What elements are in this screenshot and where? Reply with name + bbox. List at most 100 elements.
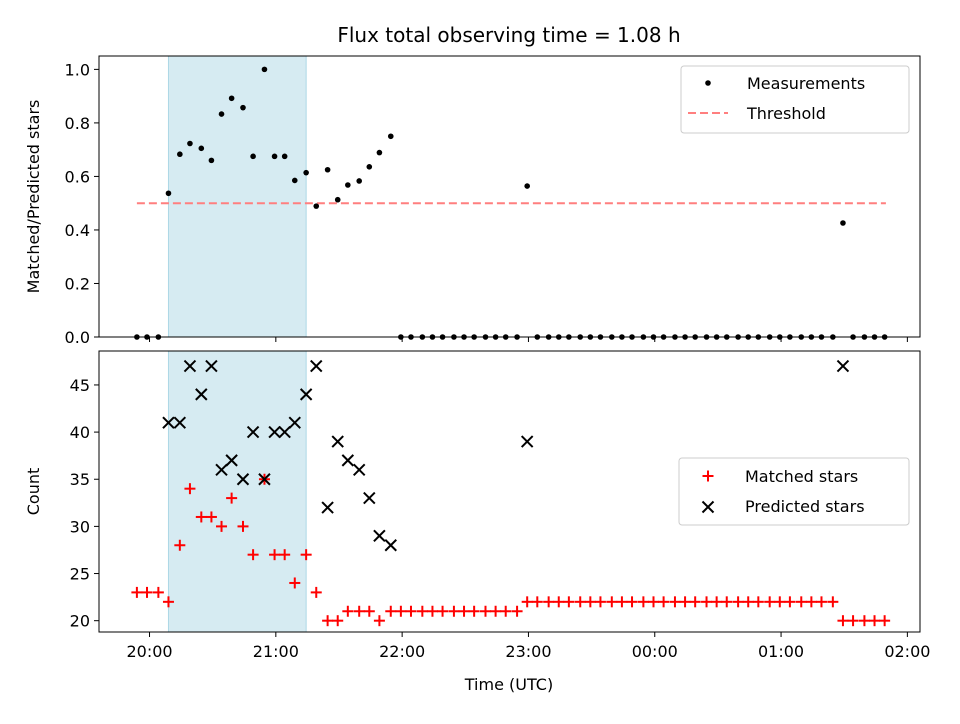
- matched-star-point: [247, 549, 259, 561]
- matched-star-point: [764, 596, 776, 608]
- matched-star-point: [184, 483, 196, 495]
- matched-star-point: [574, 596, 586, 608]
- matched-star-point: [626, 596, 638, 608]
- matched-star-point: [162, 596, 174, 608]
- y-tick-label: 0.6: [65, 167, 90, 186]
- matched-star-point: [405, 605, 417, 617]
- matched-star-point: [795, 596, 807, 608]
- y-tick-label: 30: [70, 517, 90, 536]
- x-tick-label: 23:00: [505, 642, 551, 661]
- matched-star-point: [543, 596, 555, 608]
- legend-top: Measurements Threshold: [680, 65, 910, 134]
- legend-frame: [678, 457, 910, 526]
- predicted-star-point: [278, 425, 291, 439]
- measurement-point: [366, 163, 373, 170]
- matched-star-point: [815, 596, 827, 608]
- matched-star-point: [784, 596, 796, 608]
- measurement-point: [291, 177, 298, 184]
- y-tick-label: 40: [70, 423, 90, 442]
- matched-star-point: [458, 605, 470, 617]
- measurement-point: [345, 182, 351, 188]
- predicted-star-point: [173, 416, 187, 429]
- matched-star-point: [226, 492, 238, 504]
- legend-bottom: Matched stars Predicted stars: [678, 457, 910, 526]
- legend-frame: [680, 65, 910, 134]
- predicted-star-point: [520, 435, 534, 448]
- predicted-star-point: [288, 416, 301, 429]
- matched-star-point: [395, 605, 407, 617]
- matched-star-point: [637, 596, 649, 608]
- measurement-point: [198, 145, 205, 152]
- matched-star-point: [300, 549, 312, 561]
- matched-star-point: [584, 596, 596, 608]
- matched-star-point: [827, 596, 839, 608]
- matched-star-point: [847, 615, 859, 627]
- legend-label-matched: Matched stars: [745, 467, 858, 486]
- y-tick-label: 45: [70, 376, 90, 395]
- legend-marker-predicted: [701, 500, 715, 514]
- predicted-star-point: [384, 539, 397, 552]
- predicted-star-point: [321, 501, 334, 514]
- matched-star-point: [521, 596, 533, 608]
- matched-star-point: [131, 586, 143, 598]
- matched-star-point: [310, 586, 322, 598]
- matched-star-point: [837, 615, 849, 627]
- matched-star-point: [195, 511, 207, 523]
- matched-star-point: [701, 596, 713, 608]
- predicted-star-point: [331, 435, 344, 448]
- y-tick-label: 0.8: [65, 114, 90, 133]
- matched-star-point: [152, 586, 164, 598]
- predicted-star-point: [363, 491, 376, 505]
- matched-star-point: [594, 596, 606, 608]
- y-tick-label: 35: [70, 470, 90, 489]
- predicted-star-point: [310, 359, 323, 373]
- predicted-star-point: [373, 529, 386, 543]
- x-tick-label: 01:00: [758, 642, 804, 661]
- predicted-star-point: [225, 454, 238, 467]
- measurement-point: [313, 203, 320, 209]
- matched-star-point: [732, 596, 744, 608]
- matched-star-point: [500, 605, 512, 617]
- matched-star-point: [385, 605, 397, 617]
- measurement-point: [250, 153, 256, 160]
- matched-star-point: [869, 615, 881, 627]
- predicted-star-point: [205, 359, 218, 373]
- matched-star-point: [647, 596, 659, 608]
- measurement-point: [334, 196, 341, 203]
- predicted-star-point: [836, 359, 850, 373]
- bottom-panel: 20 25 30 35 40 45 20:00 21:00 22:00 23:00 00:00 01:…: [24, 350, 930, 661]
- measurement-point: [187, 140, 193, 147]
- measurement-point: [177, 151, 183, 158]
- y-tick-label: 0.4: [65, 221, 90, 240]
- predicted-star-point: [268, 425, 281, 439]
- x-tick-label: 21:00: [253, 642, 299, 661]
- matched-star-point: [174, 539, 186, 551]
- measurement-point: [261, 66, 268, 73]
- x-tick-label: 02:00: [884, 642, 930, 661]
- matched-star-point: [658, 596, 670, 608]
- matched-star-point: [468, 605, 480, 617]
- measurement-point: [281, 153, 288, 160]
- highlight-span: [167, 350, 307, 633]
- legend-label-predicted: Predicted stars: [745, 497, 865, 516]
- matched-star-point: [448, 605, 460, 617]
- matched-star-point: [332, 615, 344, 627]
- matched-star-point: [353, 605, 365, 617]
- y-axis-label: Count: [24, 468, 43, 516]
- y-tick-label: 20: [70, 612, 90, 631]
- matched-star-point: [689, 596, 701, 608]
- matched-star-point: [289, 577, 301, 589]
- measurement-point: [240, 104, 246, 111]
- chart-title: Flux total observing time = 1.08 h: [337, 23, 680, 47]
- matched-star-point: [774, 596, 786, 608]
- predicted-star-point: [299, 388, 313, 401]
- predicted-star-point: [258, 473, 271, 486]
- measurement-point: [271, 153, 278, 160]
- predicted-star-point: [195, 388, 208, 401]
- matched-star-point: [805, 596, 817, 608]
- matched-star-point: [742, 596, 754, 608]
- matched-star-point: [490, 605, 502, 617]
- matched-star-point: [480, 605, 492, 617]
- measurement-point: [387, 133, 394, 140]
- measurement-point: [218, 111, 225, 117]
